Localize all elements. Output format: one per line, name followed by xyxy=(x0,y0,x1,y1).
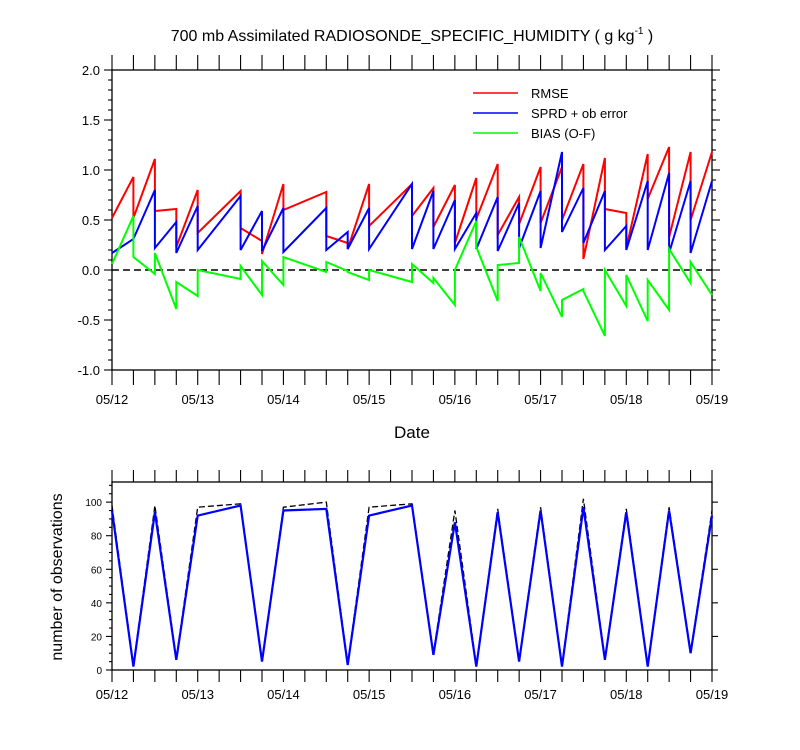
x-tick-label: 05/17 xyxy=(524,392,557,407)
x-tick-label: 05/19 xyxy=(696,687,729,702)
series-line-total-observations xyxy=(111,498,713,666)
y-tick-label: 1.0 xyxy=(82,163,100,178)
y-tick-label: 0 xyxy=(96,666,102,677)
x-tick-label: 05/13 xyxy=(181,687,214,702)
y-tick-label: 1.5 xyxy=(82,113,100,128)
y-tick-label: 20 xyxy=(91,632,103,643)
chart-title: 700 mb Assimilated RADIOSONDE_SPECIFIC_H… xyxy=(171,26,654,45)
legend-label-bias-o-f: BIAS (O-F) xyxy=(531,126,595,141)
x-axis-title: Date xyxy=(394,423,430,442)
x-tick-label: 05/16 xyxy=(439,392,472,407)
x-tick-label: 05/15 xyxy=(353,687,386,702)
y-tick-label: 0.5 xyxy=(82,213,100,228)
legend: RMSE SPRD + ob error BIAS (O-F) xyxy=(473,86,628,141)
top-plot: -1.0 -0.5 0.0 0.5 1.0 1.5 2.0 05/12 05/13 05/14 05… xyxy=(78,55,729,407)
legend-label-sprd-ob-error: SPRD + ob error xyxy=(531,106,628,121)
x-tick-label: 05/14 xyxy=(267,392,300,407)
y-axis-title: number of observations xyxy=(49,493,66,660)
y-tick-label: 0.0 xyxy=(82,263,100,278)
series-line-assimilated-observations xyxy=(110,504,714,667)
series-line-sprd-ob-error xyxy=(111,151,713,255)
chart-title-exponent: -1 xyxy=(635,26,644,37)
x-tick-label: 05/17 xyxy=(524,687,557,702)
x-tick-label: 05/13 xyxy=(181,392,214,407)
x-tick-label: 05/16 xyxy=(439,687,472,702)
y-tick-label: 40 xyxy=(91,599,103,610)
y-tick-label: -1.0 xyxy=(78,363,100,378)
series-line-bias-o-f xyxy=(111,215,713,337)
series-line-rmse xyxy=(111,146,713,260)
x-tick-label: 05/15 xyxy=(353,392,386,407)
y-tick-label: 2.0 xyxy=(82,63,100,78)
x-tick-label: 05/18 xyxy=(610,687,643,702)
y-tick-label: 60 xyxy=(91,565,103,576)
y-tick-label: -0.5 xyxy=(78,313,100,328)
x-tick-label: 05/18 xyxy=(610,392,643,407)
x-tick-label: 05/14 xyxy=(267,687,300,702)
y-tick-label: 80 xyxy=(91,532,103,543)
chart-title-text: 700 mb Assimilated RADIOSONDE_SPECIFIC_H… xyxy=(171,28,635,45)
x-tick-label: 05/19 xyxy=(696,392,729,407)
chart-title-suffix: ) xyxy=(643,28,653,45)
x-tick-label: 05/12 xyxy=(96,392,129,407)
x-tick-label: 05/12 xyxy=(96,687,129,702)
y-tick-label: 100 xyxy=(85,498,102,509)
bottom-plot: 0 20 40 60 80 100 05/12 05/13 05/14 05/15 05/16 05/… xyxy=(85,470,728,702)
legend-label-rmse: RMSE xyxy=(531,86,569,101)
